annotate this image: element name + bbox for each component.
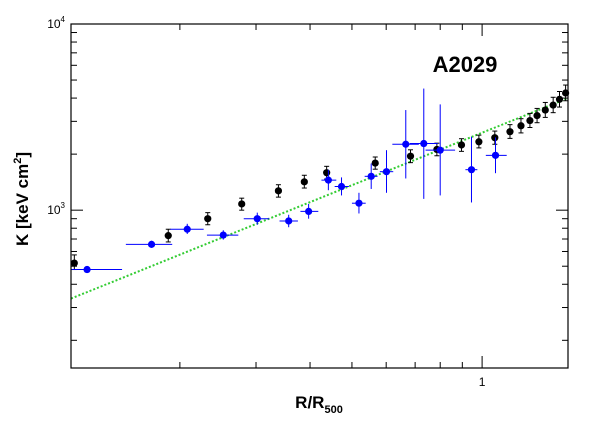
- data-point: [402, 140, 410, 148]
- data-point: [467, 166, 476, 174]
- data-point: [371, 159, 379, 167]
- y-tick-label-base: 10: [47, 203, 61, 217]
- data-point: [506, 128, 514, 136]
- data-point: [436, 146, 444, 154]
- data-point: [491, 151, 500, 159]
- data-point: [555, 95, 564, 103]
- cluster-name-annotation: A2029: [433, 52, 498, 77]
- y-axis-title: K [keV cm2]: [12, 152, 32, 246]
- data-point: [285, 217, 293, 225]
- data-point: [274, 187, 283, 195]
- data-point: [533, 112, 541, 120]
- x-axis-title-subscript: 500: [324, 404, 342, 416]
- series-1: [71, 88, 507, 274]
- data-point: [70, 259, 78, 267]
- data-point: [491, 134, 499, 142]
- y-tick-label-base: 10: [47, 17, 61, 31]
- plot-frame: [70, 23, 569, 369]
- data-point: [457, 141, 466, 149]
- x-axis-title: R/R500: [295, 393, 343, 416]
- axis-ticks-layer: [71, 23, 568, 368]
- data-point: [526, 116, 534, 125]
- data-point: [147, 240, 156, 248]
- y-axis-title-main: K [keV cm: [13, 164, 32, 246]
- y-axis-title-superscript: 2: [12, 158, 24, 164]
- data-point: [324, 176, 332, 184]
- data-point: [164, 232, 172, 240]
- y-axis-title-tail: ]: [13, 152, 32, 158]
- data-point: [541, 106, 549, 114]
- data-point: [475, 138, 483, 146]
- y-tick-label-exponent: 3: [61, 201, 66, 210]
- data-point: [219, 231, 227, 239]
- data-point: [323, 169, 331, 177]
- fit-line: [70, 97, 569, 300]
- data-point: [83, 265, 91, 274]
- fit-curve-layer: [70, 97, 569, 300]
- data-point: [406, 152, 415, 160]
- data-point: [183, 225, 191, 233]
- data-point: [549, 101, 557, 109]
- data-point: [253, 215, 261, 223]
- data-point: [367, 172, 375, 180]
- data-point: [238, 200, 246, 208]
- data-point: [420, 139, 428, 148]
- data-point: [355, 199, 363, 207]
- y-tick-label: 104: [47, 15, 65, 31]
- data-point: [300, 178, 308, 186]
- data-point: [382, 168, 391, 176]
- y-tick-label-exponent: 4: [61, 15, 66, 24]
- data-point: [204, 215, 212, 223]
- x-axis-title-main: R/R: [295, 393, 324, 412]
- data-point: [305, 207, 313, 215]
- data-point: [517, 122, 525, 130]
- data-point: [337, 182, 346, 191]
- y-tick-label: 103: [47, 201, 65, 217]
- x-tick-label: 1: [479, 375, 486, 389]
